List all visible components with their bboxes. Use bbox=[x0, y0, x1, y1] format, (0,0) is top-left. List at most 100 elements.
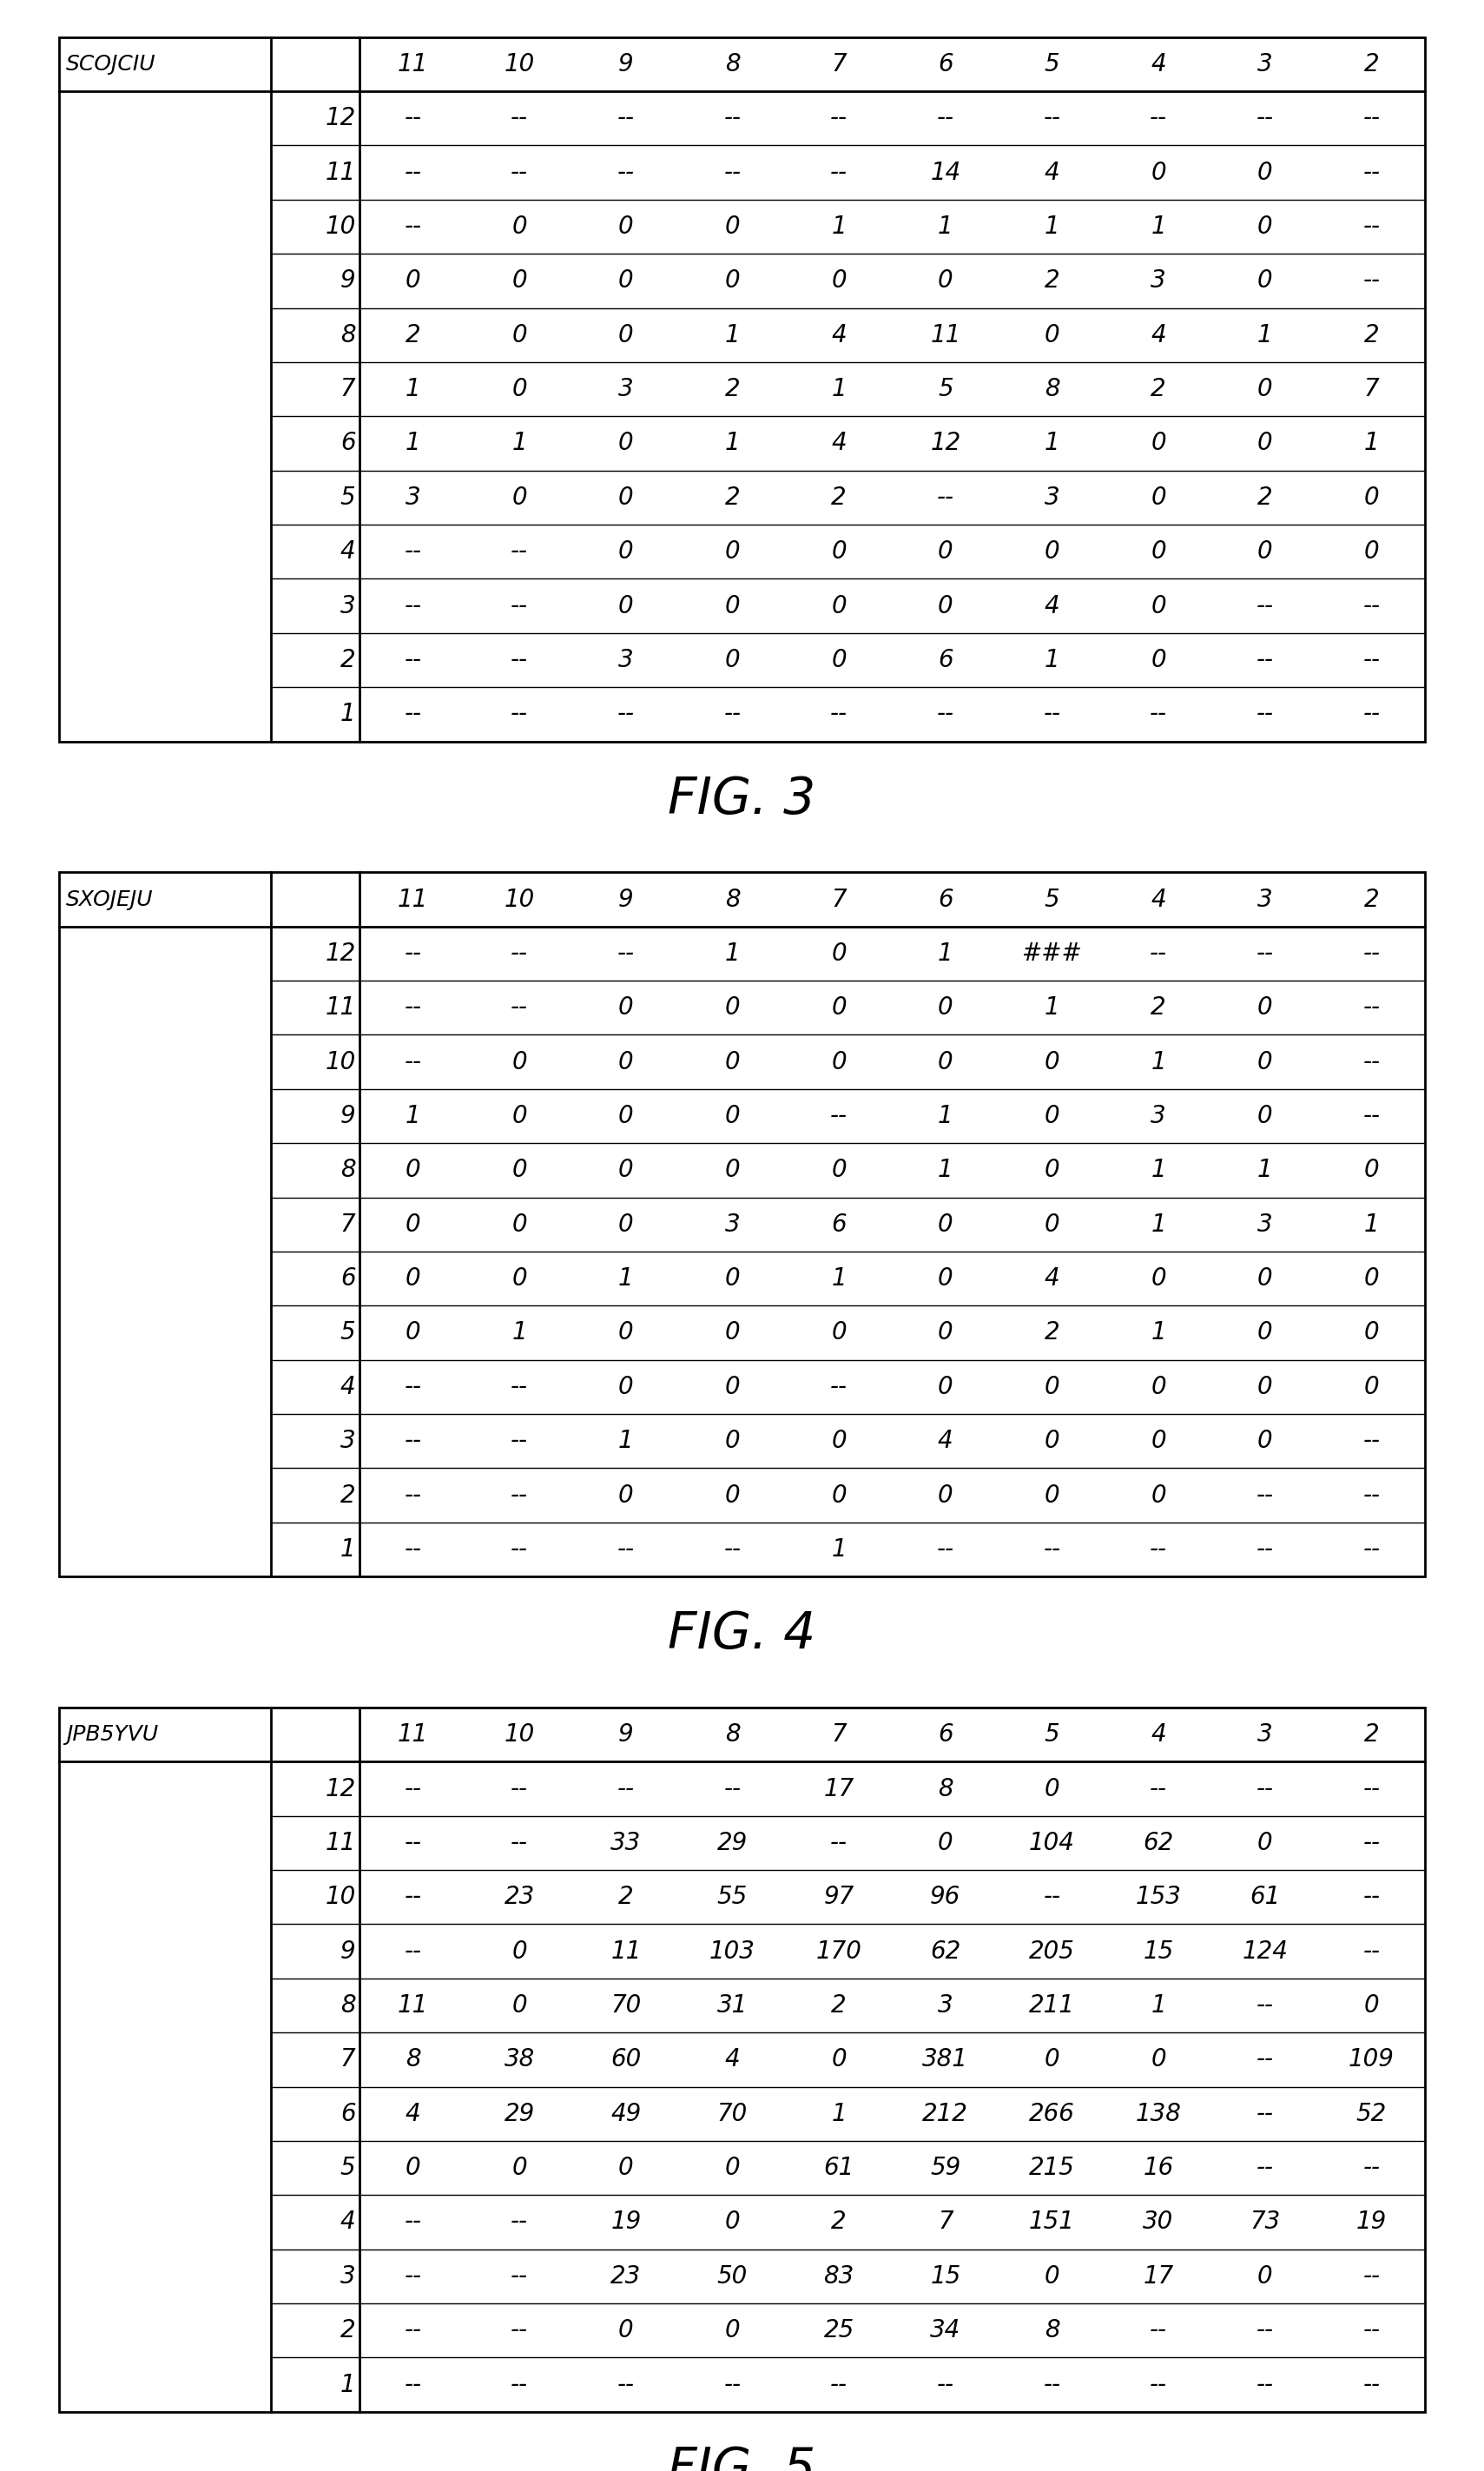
Text: --: -- bbox=[1150, 1777, 1166, 1801]
Text: --: -- bbox=[1043, 2372, 1061, 2397]
Text: --: -- bbox=[404, 2209, 421, 2234]
Text: 0: 0 bbox=[1364, 1268, 1379, 1290]
Text: 4: 4 bbox=[831, 324, 846, 348]
Text: 2: 2 bbox=[340, 1483, 356, 1507]
Text: 1: 1 bbox=[405, 1105, 420, 1129]
Text: --: -- bbox=[1257, 941, 1273, 966]
Text: --: -- bbox=[1362, 996, 1380, 1021]
Text: 5: 5 bbox=[340, 1320, 356, 1344]
Text: 11: 11 bbox=[398, 887, 429, 912]
Text: 0: 0 bbox=[724, 2318, 741, 2343]
Text: 3: 3 bbox=[340, 1428, 356, 1453]
Text: 1: 1 bbox=[1045, 432, 1060, 455]
Text: 0: 0 bbox=[724, 1268, 741, 1290]
Text: --: -- bbox=[1150, 941, 1166, 966]
Text: 4: 4 bbox=[1150, 1722, 1166, 1747]
Text: 0: 0 bbox=[1150, 1374, 1166, 1399]
Text: 0: 0 bbox=[1150, 1483, 1166, 1507]
Text: 2: 2 bbox=[831, 1994, 846, 2019]
Text: 138: 138 bbox=[1135, 2103, 1181, 2125]
Text: 38: 38 bbox=[505, 2048, 534, 2071]
Text: 0: 0 bbox=[938, 539, 953, 563]
Text: 0: 0 bbox=[1364, 1374, 1379, 1399]
Text: --: -- bbox=[617, 1537, 635, 1562]
Text: --: -- bbox=[404, 2263, 421, 2288]
Text: --: -- bbox=[1362, 1105, 1380, 1129]
Text: 0: 0 bbox=[724, 647, 741, 672]
Text: 3: 3 bbox=[340, 2263, 356, 2288]
Text: --: -- bbox=[404, 1483, 421, 1507]
Text: 0: 0 bbox=[1257, 215, 1273, 240]
Text: 4: 4 bbox=[1045, 593, 1060, 618]
Text: --: -- bbox=[404, 647, 421, 672]
Text: --: -- bbox=[830, 702, 847, 726]
Text: 1: 1 bbox=[1150, 1159, 1166, 1184]
Text: 1: 1 bbox=[340, 702, 356, 726]
Text: --: -- bbox=[404, 2318, 421, 2343]
Text: 10: 10 bbox=[325, 1050, 356, 1075]
Text: 0: 0 bbox=[512, 215, 527, 240]
Text: 5: 5 bbox=[340, 484, 356, 509]
Text: 9: 9 bbox=[340, 1105, 356, 1129]
Text: 16: 16 bbox=[1143, 2155, 1174, 2179]
Text: 5: 5 bbox=[1045, 52, 1060, 77]
Text: 0: 0 bbox=[938, 1483, 953, 1507]
Text: 2: 2 bbox=[405, 324, 420, 348]
Text: 2: 2 bbox=[1364, 887, 1379, 912]
Text: 151: 151 bbox=[1028, 2209, 1074, 2234]
Text: --: -- bbox=[1257, 106, 1273, 131]
Text: 3: 3 bbox=[1257, 887, 1273, 912]
Text: 11: 11 bbox=[325, 1831, 356, 1856]
Text: 6: 6 bbox=[938, 1722, 953, 1747]
Text: 0: 0 bbox=[619, 484, 634, 509]
Text: --: -- bbox=[510, 941, 528, 966]
Text: 0: 0 bbox=[512, 1994, 527, 2019]
Text: --: -- bbox=[830, 2372, 847, 2397]
Text: --: -- bbox=[1257, 593, 1273, 618]
Text: 0: 0 bbox=[1257, 1428, 1273, 1453]
Text: --: -- bbox=[404, 1885, 421, 1910]
Text: 0: 0 bbox=[1257, 1050, 1273, 1075]
Text: --: -- bbox=[724, 1537, 741, 1562]
Text: --: -- bbox=[404, 2372, 421, 2397]
Text: --: -- bbox=[1362, 1940, 1380, 1964]
Text: 1: 1 bbox=[512, 1320, 527, 1344]
Text: 62: 62 bbox=[1143, 1831, 1174, 1856]
Text: 6: 6 bbox=[831, 1213, 846, 1236]
Text: --: -- bbox=[617, 106, 635, 131]
Text: 0: 0 bbox=[1045, 1213, 1060, 1236]
Text: --: -- bbox=[404, 593, 421, 618]
Text: 0: 0 bbox=[1364, 1159, 1379, 1184]
Text: --: -- bbox=[510, 106, 528, 131]
Text: 212: 212 bbox=[923, 2103, 969, 2125]
Text: 0: 0 bbox=[938, 269, 953, 294]
Text: --: -- bbox=[1362, 647, 1380, 672]
Text: 0: 0 bbox=[724, 1050, 741, 1075]
Text: 3: 3 bbox=[1257, 1722, 1273, 1747]
Text: --: -- bbox=[830, 1831, 847, 1856]
Text: 0: 0 bbox=[619, 1159, 634, 1184]
Text: --: -- bbox=[404, 702, 421, 726]
Text: --: -- bbox=[510, 996, 528, 1021]
Text: 6: 6 bbox=[340, 1268, 356, 1290]
Text: 3: 3 bbox=[619, 647, 634, 672]
Text: 0: 0 bbox=[619, 324, 634, 348]
Text: 0: 0 bbox=[1257, 539, 1273, 563]
Text: 11: 11 bbox=[930, 324, 960, 348]
Text: 0: 0 bbox=[724, 593, 741, 618]
Text: --: -- bbox=[1362, 941, 1380, 966]
Text: 11: 11 bbox=[325, 996, 356, 1021]
Text: 11: 11 bbox=[398, 52, 429, 77]
Text: --: -- bbox=[1362, 2263, 1380, 2288]
Text: 0: 0 bbox=[724, 1320, 741, 1344]
Text: 2: 2 bbox=[1364, 1722, 1379, 1747]
Text: 8: 8 bbox=[340, 1994, 356, 2019]
Text: 8: 8 bbox=[724, 887, 741, 912]
Text: 3: 3 bbox=[1150, 1105, 1166, 1129]
Text: 12: 12 bbox=[930, 432, 960, 455]
Text: 6: 6 bbox=[340, 432, 356, 455]
Text: 4: 4 bbox=[724, 2048, 741, 2071]
Text: 5: 5 bbox=[1045, 887, 1060, 912]
Text: 0: 0 bbox=[831, 941, 846, 966]
Text: 1: 1 bbox=[1257, 324, 1273, 348]
